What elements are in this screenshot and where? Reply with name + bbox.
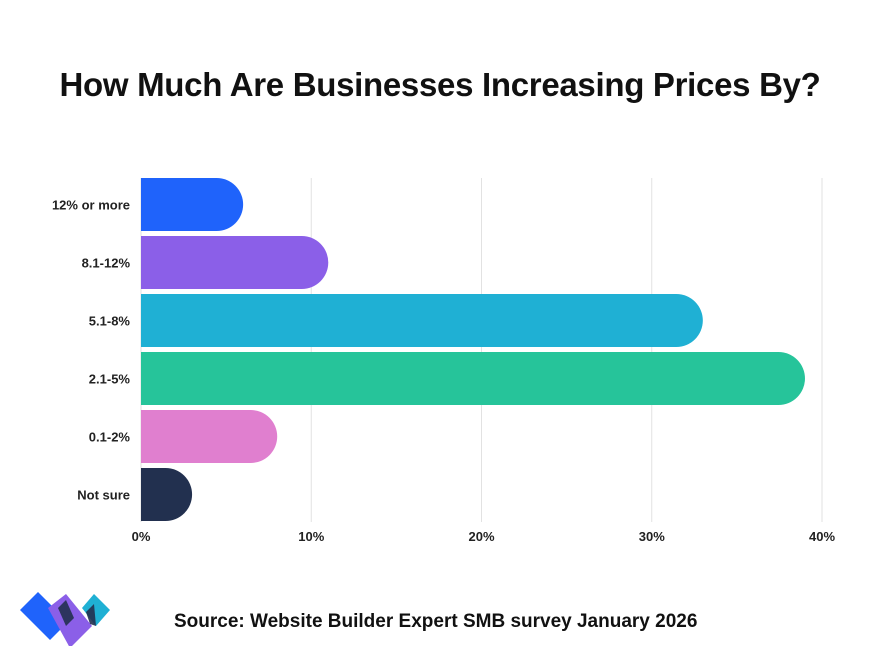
bar-5-1-8-	[141, 294, 703, 347]
bar-not-sure	[141, 468, 193, 521]
y-category-label: Not sure	[77, 488, 130, 503]
bar-chart: 0% 10% 20% 30% 40% 12% or more 8.1-12% 5.1-8% 2.…	[52, 178, 835, 544]
bar-2-1-5-	[141, 352, 805, 405]
bar-8-1-12-	[141, 236, 329, 289]
source-note: Source: Website Builder Expert SMB surve…	[174, 611, 698, 632]
y-category-label: 12% or more	[52, 198, 130, 213]
x-tick-label: 20%	[468, 529, 494, 544]
x-tick-label: 30%	[639, 529, 665, 544]
chart-title: How Much Are Businesses Increasing Price…	[59, 66, 821, 103]
bar-0-1-2-	[141, 410, 278, 463]
x-tick-label: 10%	[298, 529, 324, 544]
y-category-label: 0.1-2%	[89, 430, 131, 445]
y-category-label: 5.1-8%	[89, 314, 131, 329]
x-tick-label: 0%	[132, 529, 151, 544]
y-category-label: 8.1-12%	[82, 256, 131, 271]
bar-12-or-more	[141, 178, 244, 231]
y-category-label: 2.1-5%	[89, 372, 131, 387]
x-tick-label: 40%	[809, 529, 835, 544]
logo-icon	[20, 592, 110, 646]
